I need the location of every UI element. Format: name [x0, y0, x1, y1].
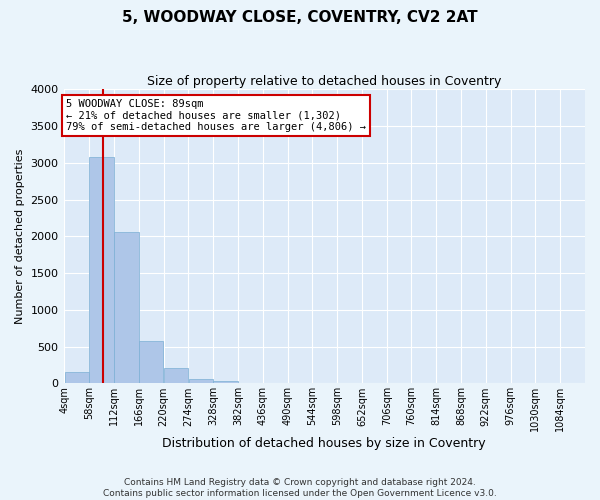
Text: 5 WOODWAY CLOSE: 89sqm
← 21% of detached houses are smaller (1,302)
79% of semi-: 5 WOODWAY CLOSE: 89sqm ← 21% of detached…	[66, 98, 366, 132]
Text: 5, WOODWAY CLOSE, COVENTRY, CV2 2AT: 5, WOODWAY CLOSE, COVENTRY, CV2 2AT	[122, 10, 478, 25]
Bar	[214, 381, 238, 384]
Bar	[89, 157, 114, 384]
Bar	[65, 372, 89, 384]
Text: Contains HM Land Registry data © Crown copyright and database right 2024.
Contai: Contains HM Land Registry data © Crown c…	[103, 478, 497, 498]
Bar	[188, 379, 213, 384]
X-axis label: Distribution of detached houses by size in Coventry: Distribution of detached houses by size …	[163, 437, 486, 450]
Bar	[164, 368, 188, 384]
Title: Size of property relative to detached houses in Coventry: Size of property relative to detached ho…	[147, 75, 502, 88]
Y-axis label: Number of detached properties: Number of detached properties	[15, 148, 25, 324]
Bar	[139, 342, 163, 384]
Bar	[114, 232, 139, 384]
